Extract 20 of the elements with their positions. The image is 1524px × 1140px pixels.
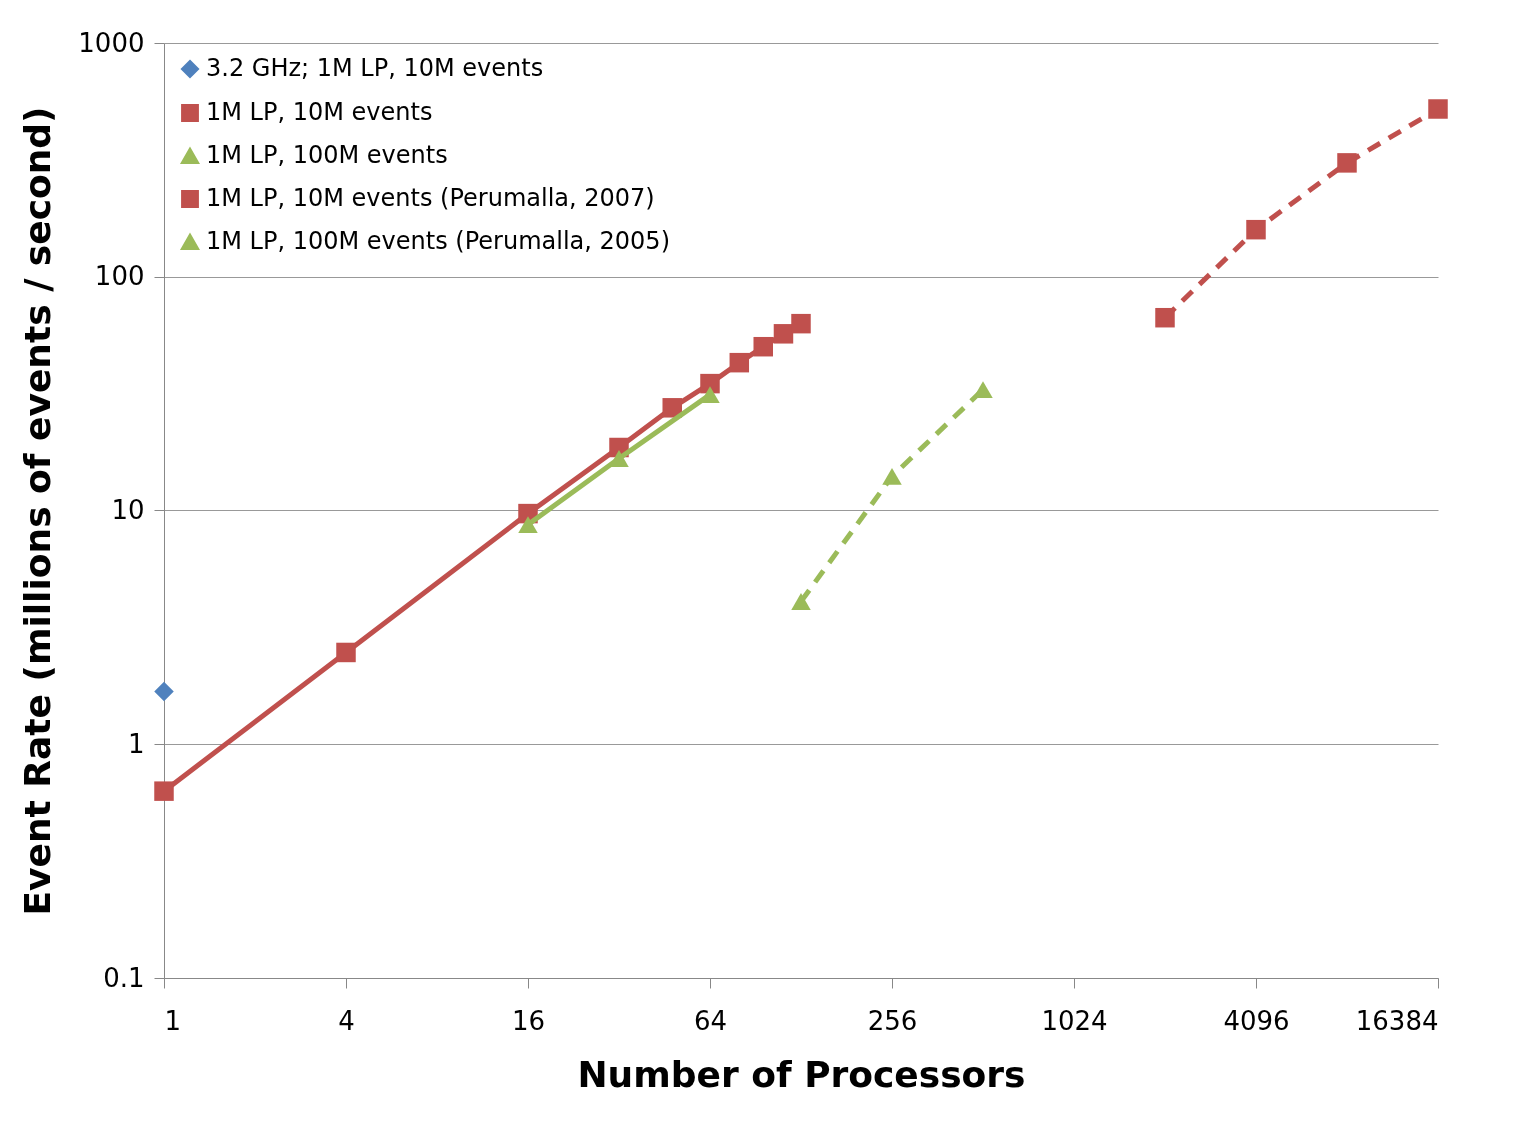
x-tick-label: 1024 (1041, 1005, 1108, 1036)
y-tick-label: 1 (127, 728, 145, 759)
x-tick-label: 4096 (1223, 1005, 1290, 1036)
legend-label: 1M LP, 100M events (Perumalla, 2005) (206, 227, 670, 255)
x-tick-label: 1 (164, 1005, 182, 1036)
legend-label: 1M LP, 10M events (206, 98, 433, 126)
x-axis-title: Number of Processors (577, 1053, 1026, 1095)
x-tick-label: 256 (867, 1005, 918, 1036)
x-tick-label: 16 (511, 1005, 546, 1036)
y-tick-label: 0.1 (103, 962, 145, 993)
y-axis-title: Event Rate (millions of events / second) (17, 106, 59, 916)
legend-label: 1M LP, 100M events (206, 141, 448, 169)
y-tick-label: 10 (111, 495, 145, 525)
y-tick-label: 100 (94, 261, 145, 292)
x-tick-label: 4 (338, 1005, 355, 1036)
x-tick-label: 16384 (1355, 1005, 1439, 1036)
legend-label: 3.2 GHz; 1M LP, 10M events (206, 54, 544, 82)
x-tick-label: 64 (693, 1005, 728, 1036)
y-tick-label: 1000 (78, 27, 145, 58)
legend-label: 1M LP, 10M events (Perumalla, 2007) (206, 184, 655, 212)
